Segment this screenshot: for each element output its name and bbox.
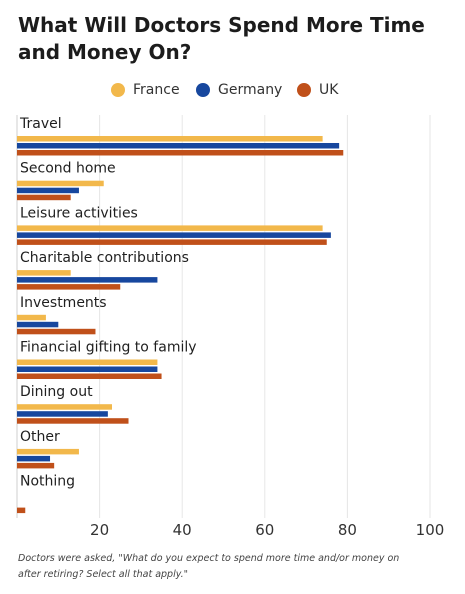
category-label: Leisure activities bbox=[20, 205, 138, 221]
legend-item-france: France bbox=[111, 82, 180, 98]
legend: France Germany UK bbox=[0, 82, 465, 100]
bar-france-5 bbox=[17, 314, 46, 321]
bar-germany-5 bbox=[17, 321, 59, 328]
chart-footnote: Doctors were asked, "What do you expect … bbox=[18, 553, 400, 580]
bar-germany-8 bbox=[17, 455, 51, 462]
bar-uk-3 bbox=[17, 239, 327, 245]
x-tick-label: 40 bbox=[173, 521, 192, 539]
bar-france-3 bbox=[17, 225, 323, 231]
bar-uk-5 bbox=[17, 328, 96, 335]
bar-germany-6 bbox=[17, 366, 158, 372]
category-label: Dining out bbox=[20, 384, 93, 400]
bar-germany-1 bbox=[17, 143, 340, 149]
bar-germany-2 bbox=[17, 187, 79, 194]
bar-france-4 bbox=[17, 270, 71, 276]
legend-label-uk: UK bbox=[319, 82, 339, 98]
legend-swatch-germany bbox=[196, 83, 210, 97]
category-label: Second home bbox=[20, 161, 116, 177]
bar-uk-6 bbox=[17, 373, 162, 379]
bar-france-8 bbox=[17, 448, 79, 455]
legend-label-germany: Germany bbox=[218, 82, 283, 98]
bar-uk-1 bbox=[17, 150, 344, 156]
bar-france-6 bbox=[17, 359, 158, 365]
category-label: Other bbox=[20, 429, 60, 445]
bar-uk-2 bbox=[17, 194, 71, 201]
legend-item-uk: UK bbox=[297, 82, 338, 98]
bar-uk-9 bbox=[17, 507, 26, 514]
legend-item-germany: Germany bbox=[196, 82, 282, 98]
category-label: Financial gifting to family bbox=[20, 340, 197, 356]
chart-title: What Will Doctors Spend More Time and Mo… bbox=[18, 13, 425, 64]
x-tick-label: 100 bbox=[416, 521, 445, 539]
category-label: Investments bbox=[20, 295, 107, 311]
bar-germany-3 bbox=[17, 232, 331, 238]
legend-swatch-france bbox=[111, 83, 125, 97]
x-tick-label: 60 bbox=[255, 521, 274, 539]
bar-uk-8 bbox=[17, 462, 55, 469]
bar-uk-7 bbox=[17, 418, 129, 424]
x-tick-label: 20 bbox=[90, 521, 109, 539]
bar-france-1 bbox=[17, 136, 323, 142]
x-tick-label: 80 bbox=[338, 521, 357, 539]
bar-france-7 bbox=[17, 404, 112, 410]
category-label: Travel bbox=[19, 116, 62, 132]
category-label: Nothing bbox=[20, 474, 75, 490]
bar-germany-7 bbox=[17, 411, 108, 417]
bar-uk-4 bbox=[17, 284, 121, 290]
category-label: Charitable contributions bbox=[20, 250, 189, 266]
bar-france-2 bbox=[17, 180, 104, 187]
legend-swatch-uk bbox=[297, 83, 311, 97]
legend-label-france: France bbox=[133, 82, 180, 98]
bar-germany-4 bbox=[17, 277, 158, 283]
